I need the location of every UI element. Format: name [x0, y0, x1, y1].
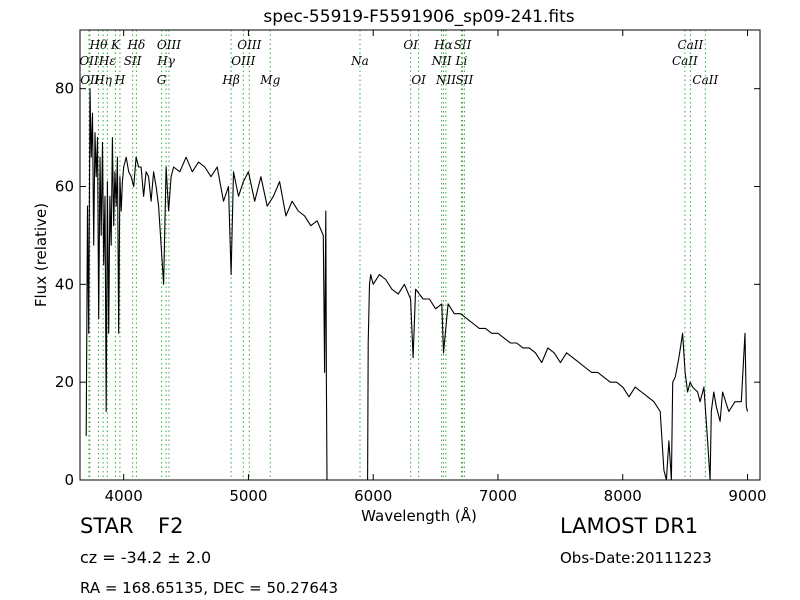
- coordinates: RA = 168.65135, DEC = 50.27643: [80, 579, 339, 597]
- marker-label: CaII: [677, 38, 703, 52]
- x-tick-label: 5000: [229, 487, 267, 505]
- marker-label: NII: [431, 54, 452, 68]
- x-tick-label: 6000: [354, 487, 392, 505]
- x-tick-label: 8000: [604, 487, 642, 505]
- marker-label: SII: [124, 54, 142, 68]
- marker-label: H: [114, 73, 126, 87]
- marker-label: Hθ: [89, 38, 108, 52]
- marker-label: CaII: [672, 54, 698, 68]
- x-tick-label: 7000: [479, 487, 517, 505]
- observation-date: Obs-Date:20111223: [560, 549, 712, 567]
- marker-label: SII: [456, 73, 474, 87]
- marker-label: OII: [80, 73, 100, 87]
- x-tick-label: 4000: [105, 487, 143, 505]
- marker-label: Hε: [98, 54, 116, 68]
- y-tick-label: 20: [55, 373, 74, 391]
- y-tick-label: 60: [55, 178, 74, 196]
- marker-label: OIII: [157, 38, 181, 52]
- survey-name: LAMOST DR1: [560, 514, 699, 538]
- marker-label: Hδ: [127, 38, 146, 52]
- marker-label: OII: [79, 54, 99, 68]
- marker-label: G: [157, 73, 167, 87]
- marker-label: CaII: [692, 73, 718, 87]
- marker-label: Li: [455, 54, 468, 68]
- x-axis-label: Wavelength (Å): [361, 506, 477, 525]
- object-subclass: F2: [158, 514, 184, 538]
- y-tick-label: 40: [55, 275, 74, 293]
- object-class: STAR: [80, 514, 134, 538]
- y-tick-label: 0: [64, 471, 74, 489]
- marker-label: Hη: [93, 73, 112, 87]
- plot-frame: [79, 29, 761, 481]
- y-axis: 0 20 40 60 80: [55, 80, 760, 489]
- marker-label: Mg: [259, 73, 280, 87]
- marker-label: Na: [350, 54, 369, 68]
- marker-label: Hβ: [221, 73, 239, 87]
- marker-label: Hα: [433, 38, 453, 52]
- marker-label: OIII: [237, 38, 261, 52]
- spectrum-line: [85, 88, 749, 481]
- chart-title: spec-55919-F5591906_sp09-241.fits: [263, 7, 574, 27]
- marker-label: SII: [454, 38, 472, 52]
- y-axis-label: Flux (relative): [32, 203, 50, 307]
- marker-label: NII: [435, 73, 456, 87]
- y-tick-label: 80: [55, 80, 74, 98]
- marker-label: OI: [403, 38, 418, 52]
- x-axis: 4000 5000 6000 7000 8000 9000: [105, 30, 767, 505]
- spectral-line-markers: OII OII Hθ Hη Hε K H SII Hδ G Hγ OIII Hβ OIII OIII Mg Na…: [79, 30, 719, 480]
- marker-label: OI: [411, 73, 426, 87]
- marker-label: OIII: [231, 54, 255, 68]
- x-tick-label: 9000: [728, 487, 766, 505]
- marker-label: K: [110, 38, 121, 52]
- marker-label: Hγ: [156, 54, 175, 68]
- redshift-value: cz = -34.2 ± 2.0: [80, 548, 212, 567]
